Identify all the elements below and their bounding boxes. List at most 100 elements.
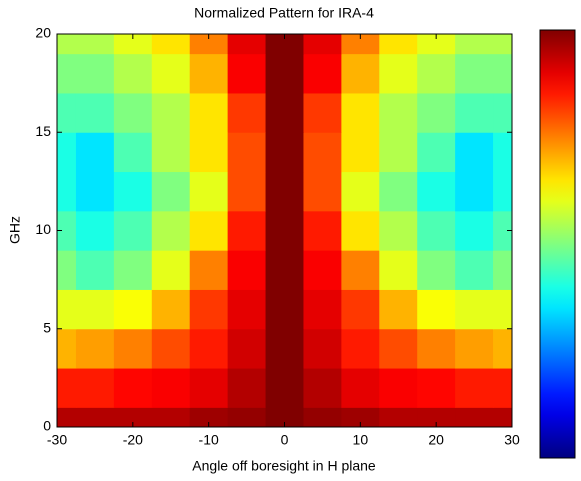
heatmap-cell: [417, 328, 456, 369]
heatmap-cell: [151, 250, 191, 290]
heatmap-cell: [265, 92, 304, 133]
heatmap-cell: [75, 289, 115, 330]
heatmap-cell: [493, 368, 512, 408]
heatmap-cell: [151, 92, 191, 133]
heatmap-cell: [455, 53, 494, 94]
heatmap-cell: [57, 289, 77, 330]
x-tick-label: 20: [428, 432, 444, 448]
heatmap-cell: [455, 132, 494, 173]
heatmap-cell: [493, 171, 512, 212]
heatmap-cell: [379, 34, 418, 55]
y-tick-label: 5: [43, 319, 51, 335]
heatmap-cell: [57, 250, 77, 290]
heatmap-cell: [455, 328, 494, 369]
heatmap-cell: [493, 250, 512, 290]
heatmap-cell: [265, 250, 304, 290]
heatmap-cell: [151, 53, 191, 94]
heatmap-cell: [417, 210, 456, 251]
heatmap-cell: [417, 368, 456, 408]
heatmap-cell: [493, 132, 512, 173]
heatmap-cell: [57, 368, 77, 408]
heatmap-cell: [341, 250, 380, 290]
heatmap-cell: [303, 368, 342, 408]
heatmap-cell: [341, 328, 380, 369]
heatmap-cell: [57, 407, 77, 427]
heatmap-cell: [265, 210, 304, 251]
heatmap-cell: [57, 171, 77, 212]
heatmap-cell: [303, 171, 342, 212]
heatmap-cell: [113, 289, 153, 330]
heatmap: [57, 34, 512, 427]
heatmap-cell: [455, 34, 494, 55]
heatmap-cell: [189, 210, 229, 251]
heatmap-cell: [417, 53, 456, 94]
heatmap-cell: [379, 250, 418, 290]
heatmap-cell: [227, 368, 267, 408]
heatmap-cell: [151, 210, 191, 251]
heatmap-cell: [303, 250, 342, 290]
heatmap-cell: [75, 171, 115, 212]
heatmap-cell: [493, 407, 512, 427]
heatmap-cell: [341, 92, 380, 133]
heatmap-cell: [227, 132, 267, 173]
heatmap-cell: [265, 407, 304, 427]
heatmap-cell: [455, 171, 494, 212]
heatmap-cell: [227, 250, 267, 290]
heatmap-cell: [227, 34, 267, 55]
heatmap-cell: [227, 92, 267, 133]
heatmap-cell: [227, 407, 267, 427]
heatmap-cell: [455, 368, 494, 408]
heatmap-cell: [57, 92, 77, 133]
y-tick-label: 15: [35, 123, 51, 139]
heatmap-cell: [113, 34, 153, 55]
heatmap-cell: [189, 132, 229, 173]
heatmap-cell: [75, 34, 115, 55]
heatmap-cell: [455, 92, 494, 133]
heatmap-cell: [189, 92, 229, 133]
heatmap-cell: [75, 407, 115, 427]
heatmap-cell: [57, 132, 77, 173]
heatmap-cell: [113, 132, 153, 173]
heatmap-cell: [493, 289, 512, 330]
heatmap-cell: [113, 368, 153, 408]
heatmap-cell: [57, 210, 77, 251]
heatmap-cell: [113, 407, 153, 427]
x-tick-label: 10: [353, 432, 369, 448]
heatmap-cell: [151, 289, 191, 330]
heatmap-cell: [379, 289, 418, 330]
heatmap-cell: [113, 53, 153, 94]
heatmap-cell: [303, 132, 342, 173]
heatmap-cell: [189, 407, 229, 427]
heatmap-cell: [113, 328, 153, 369]
heatmap-cell: [151, 171, 191, 212]
x-axis-label: Angle off boresight in H plane: [192, 458, 376, 474]
heatmap-cell: [265, 53, 304, 94]
heatmap-cell: [303, 289, 342, 330]
heatmap-cell: [151, 407, 191, 427]
heatmap-cell: [493, 92, 512, 133]
heatmap-cell: [265, 171, 304, 212]
heatmap-cell: [303, 34, 342, 55]
heatmap-cell: [303, 53, 342, 94]
heatmap-cell: [341, 171, 380, 212]
heatmap-cell: [189, 368, 229, 408]
y-tick-label: 10: [35, 221, 51, 237]
heatmap-cell: [303, 328, 342, 369]
heatmap-cell: [341, 368, 380, 408]
heatmap-cell: [455, 250, 494, 290]
heatmap-cell: [303, 407, 342, 427]
heatmap-cell: [113, 171, 153, 212]
heatmap-cell: [151, 34, 191, 55]
heatmap-cell: [227, 53, 267, 94]
heatmap-cell: [189, 250, 229, 290]
x-tick-label: -30: [47, 432, 67, 448]
heatmap-cell: [417, 250, 456, 290]
heatmap-cell: [75, 210, 115, 251]
heatmap-cell: [113, 210, 153, 251]
heatmap-cell: [265, 368, 304, 408]
heatmap-cell: [455, 289, 494, 330]
heatmap-cell: [417, 407, 456, 427]
heatmap-cell: [227, 289, 267, 330]
colorbar: [539, 29, 576, 459]
heatmap-cell: [455, 407, 494, 427]
